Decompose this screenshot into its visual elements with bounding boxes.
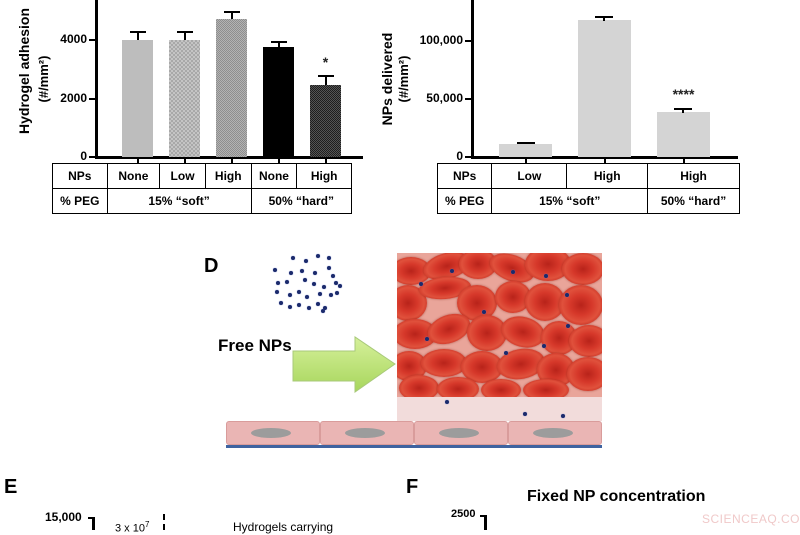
y-tick-a-0 — [89, 156, 95, 158]
bar-b-low-soft — [499, 144, 552, 157]
panel-label-e: E — [4, 476, 18, 498]
bar-a-low-soft — [169, 40, 200, 157]
row-label-peg-b: % PEG — [436, 188, 493, 214]
panel-label-d: D — [204, 255, 219, 277]
condition-table-a: NPs None Low High None High % PEG 15% “s… — [52, 163, 353, 214]
endothelial-cell — [414, 421, 508, 445]
y-axis-b — [471, 0, 474, 159]
e-legend-partial: Hydrogels carrying — [233, 520, 334, 534]
error-bar-a-5 — [325, 76, 327, 85]
y-tick-a-4000 — [89, 39, 95, 41]
nps-a-3: High — [204, 163, 252, 189]
error-cap-a-3 — [224, 11, 240, 13]
nps-a-5: High — [296, 163, 352, 189]
x-tick-a-3 — [231, 159, 233, 164]
error-bar-a-4 — [278, 42, 280, 47]
x-tick-a-2 — [184, 159, 186, 164]
y-tick-label-a-0: 0 — [80, 149, 87, 163]
error-bar-b-2 — [603, 17, 605, 21]
e-secondary-exp: 7 — [144, 520, 150, 529]
cell-nucleus — [439, 428, 479, 438]
nps-a-4: None — [250, 163, 298, 189]
panel-label-f: F — [406, 476, 419, 498]
significance-b-2: **** — [578, 0, 631, 6]
y-tick-label-b-100000: 100,000 — [419, 33, 463, 47]
y-tick-label-a-2000: 2000 — [60, 91, 87, 105]
f-title: Fixed NP concentration — [527, 488, 706, 505]
bar-b-high-soft — [578, 20, 631, 157]
watermark: SCIENCEAQ.COM — [702, 512, 800, 526]
cell-nucleus — [345, 428, 385, 438]
nps-b-3: High — [647, 163, 740, 189]
error-bar-b-3 — [682, 109, 684, 113]
error-bar-a-3 — [231, 12, 233, 19]
error-cap-b-3 — [674, 108, 692, 110]
flow-arrow-icon — [292, 336, 396, 393]
error-bar-a-2 — [184, 32, 186, 40]
y-axis-a — [95, 0, 98, 159]
e-y-axis-line — [92, 517, 95, 530]
bar-a-high-soft — [216, 19, 247, 157]
row-label-peg-a: % PEG — [52, 188, 108, 214]
peg-a-hard: 50% “hard” — [250, 188, 353, 214]
peg-b-soft: 15% “soft” — [491, 188, 649, 214]
peg-a-soft: 15% “soft” — [106, 188, 252, 214]
y-tick-label-b-0: 0 — [456, 149, 463, 163]
nps-a-2: Low — [159, 163, 206, 189]
y-tick-label-b-50000: 50,000 — [426, 91, 463, 105]
y-tick-label-a-4000: 4000 — [60, 32, 87, 46]
x-tick-a-1 — [137, 159, 139, 164]
nps-b-1: Low — [491, 163, 568, 189]
e-secondary-axis-label: 3 x 107 — [115, 520, 149, 535]
error-cap-b-2 — [595, 16, 613, 18]
x-tick-b-3 — [683, 159, 685, 164]
bar-a-none-soft — [122, 40, 153, 157]
f-y-axis-line — [484, 515, 487, 530]
error-cap-a-5 — [318, 75, 334, 77]
e-dashed-line — [163, 514, 165, 530]
nps-b-2: High — [566, 163, 649, 189]
e-secondary-base: 3 x 10 — [115, 522, 145, 535]
f-y-axis-tick — [480, 515, 486, 517]
y-tick-b-0 — [465, 156, 471, 158]
e-ytick-label-top: 15,000 — [45, 510, 82, 524]
cell-nucleus — [533, 428, 573, 438]
nps-a-1: None — [106, 163, 161, 189]
x-axis-a — [95, 156, 363, 159]
bar-a-none-hard — [263, 47, 294, 157]
x-tick-b-2 — [604, 159, 606, 164]
red-blood-cells-image — [397, 253, 602, 397]
condition-table-b: NPs Low High High % PEG 15% “soft” 50% “… — [436, 163, 740, 214]
significance-b-3: **** — [672, 86, 695, 102]
x-tick-b-1 — [525, 159, 527, 164]
x-tick-a-4 — [278, 159, 280, 164]
peg-b-hard: 50% “hard” — [647, 188, 740, 214]
bar-a-high-hard — [310, 85, 341, 157]
row-label-nps-b: NPs — [436, 163, 493, 189]
error-cap-a-4 — [271, 41, 287, 43]
error-cap-a-2 — [177, 31, 193, 33]
free-nps-label: Free NPs — [218, 336, 292, 355]
y-tick-a-2000 — [89, 98, 95, 100]
error-cap-b-1 — [517, 142, 535, 144]
bar-b-high-hard — [657, 112, 710, 157]
plasma-layer — [397, 397, 602, 421]
row-label-nps-a: NPs — [52, 163, 108, 189]
e-y-axis — [88, 517, 94, 519]
error-bar-a-1 — [137, 32, 139, 40]
y-tick-b-50000 — [465, 98, 471, 100]
x-axis-b — [471, 156, 738, 159]
basement-membrane — [226, 445, 602, 448]
significance-a-5: * — [322, 54, 329, 70]
y-tick-b-100000 — [465, 40, 471, 42]
error-cap-a-1 — [130, 31, 146, 33]
cell-nucleus — [251, 428, 291, 438]
x-tick-a-5 — [325, 159, 327, 164]
f-ytick-label-top: 2500 — [451, 508, 476, 520]
